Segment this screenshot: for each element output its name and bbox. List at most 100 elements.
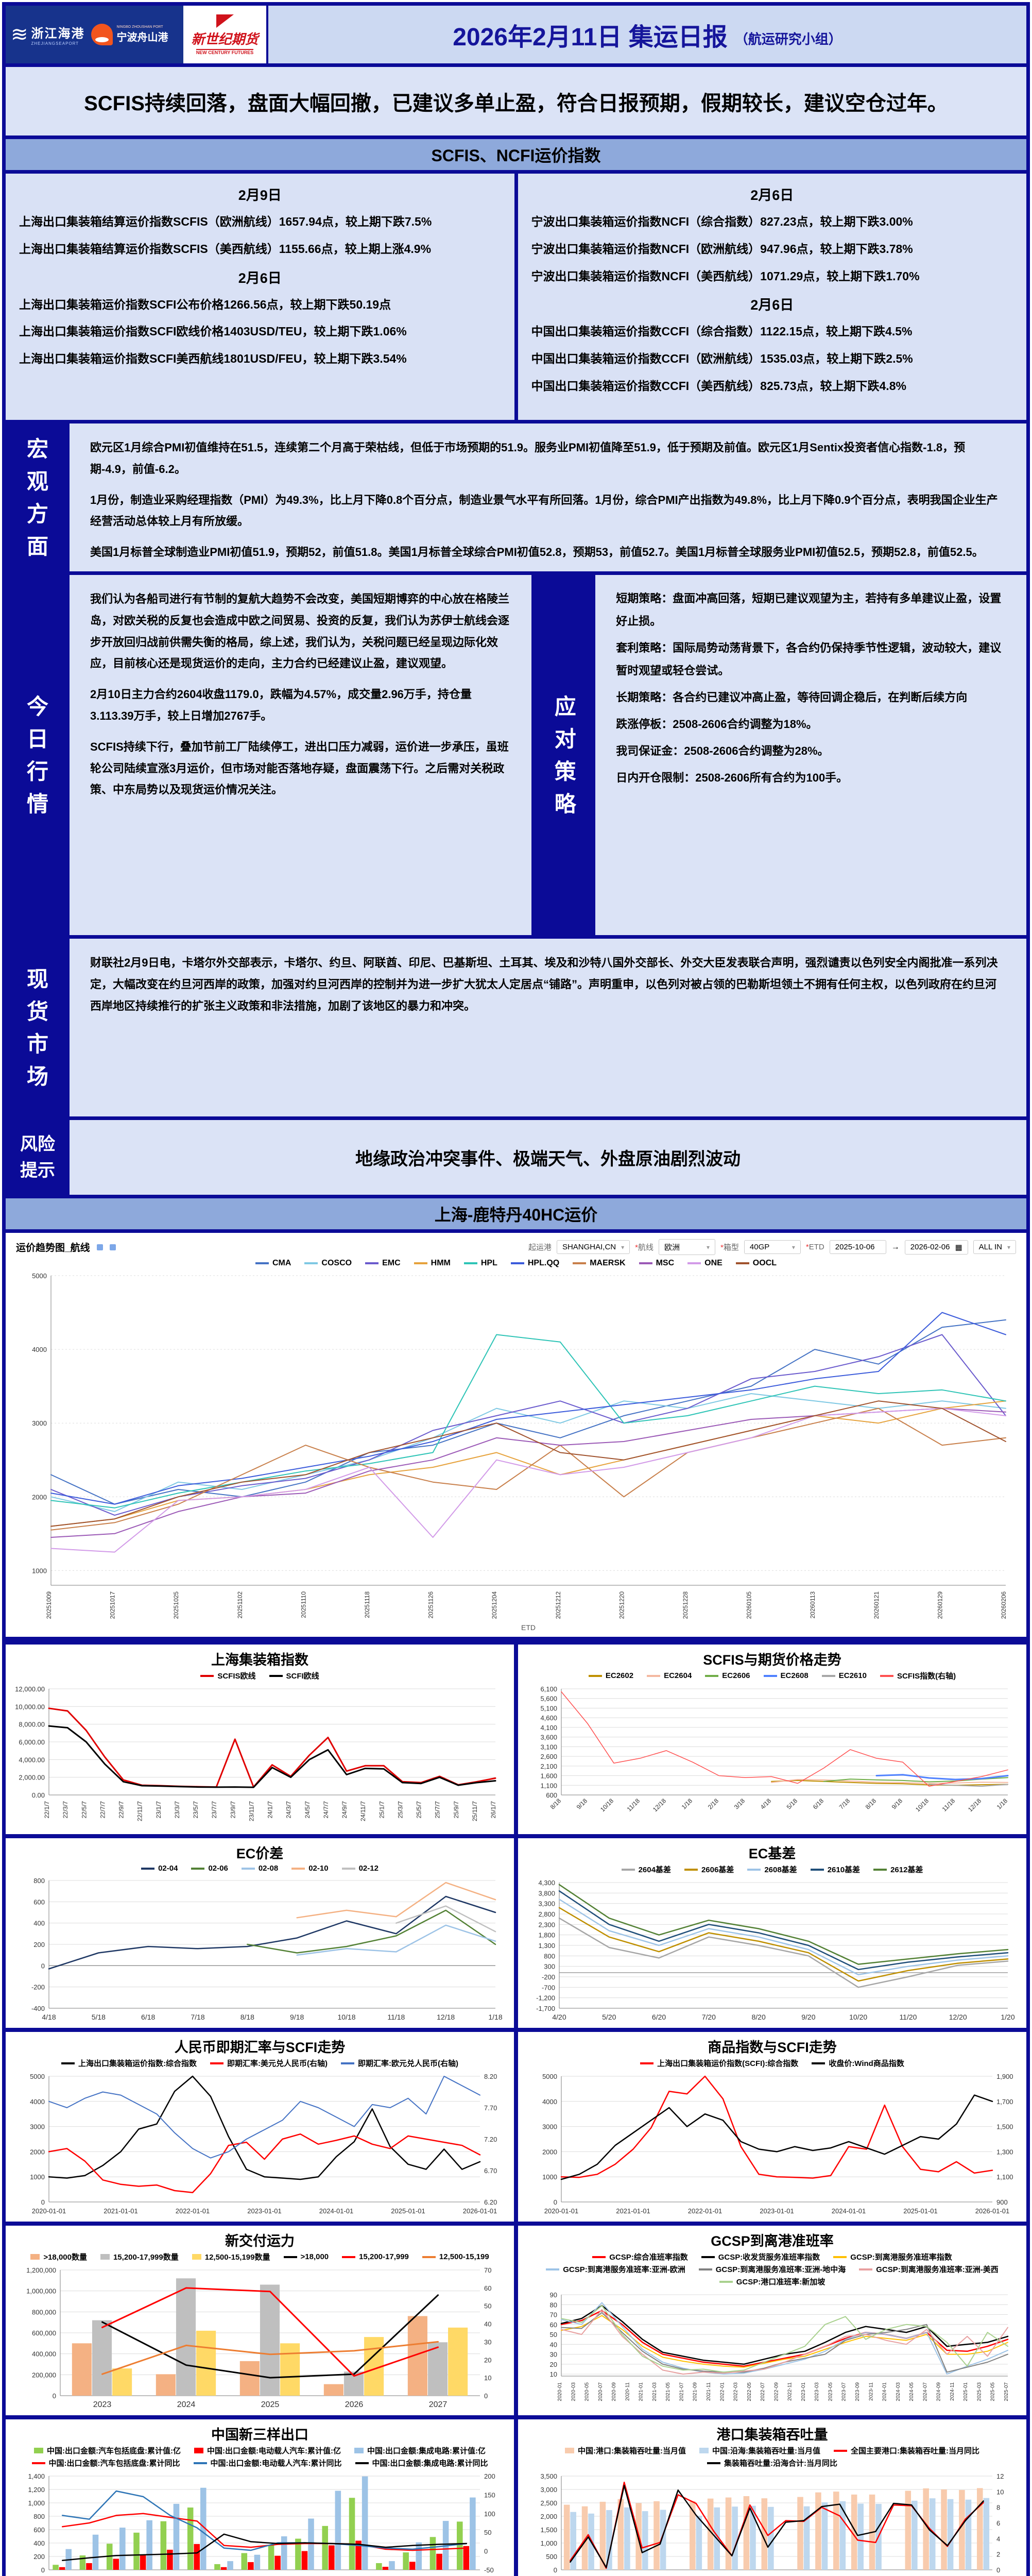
svg-text:22/11/7: 22/11/7 (136, 1801, 144, 1821)
chart-canvas: 600 1,100 1,600 2,100 2,600 3,100 3,600 4,100 4,… (540, 1685, 1009, 1813)
svg-text:2,600: 2,600 (540, 1753, 557, 1760)
svg-text:40: 40 (484, 2320, 491, 2328)
svg-text:10: 10 (484, 2374, 491, 2382)
chart-panel: 港口集装箱吞吐量 中国:港口:集装箱吞吐量:当月值 中国:沿海:集装箱吞吐量:当月值… (518, 2419, 1026, 2576)
svg-text:9/18: 9/18 (890, 1797, 904, 1811)
strategy-label: 应对策略 (531, 575, 596, 935)
svg-text:25/11/7: 25/11/7 (471, 1801, 478, 1821)
chart-panel: 商品指数与SCFI走势 上海出口集装箱运价指数(SCFI):综合指数 收盘价:Win… (518, 2032, 1026, 2222)
svg-text:2025-01: 2025-01 (963, 2382, 969, 2401)
container-type-label: 箱型 (723, 1243, 739, 1252)
svg-text:10/20: 10/20 (849, 2013, 867, 2021)
svg-text:200,000: 200,000 (32, 2371, 56, 2379)
chart-title: GCSP到离港准班率 (711, 2233, 834, 2249)
chart-legend: CMA COSCO EMC HMM HPL HPL.QQ MAERSK MSC ONE OOCL (13, 1257, 1019, 1269)
link-icon[interactable] (96, 1244, 103, 1250)
legend-swatch (621, 1868, 635, 1871)
legend-item: GCSP:综合准班率指数 (592, 2251, 688, 2262)
chart-canvas: 0 1000 2000 3000 4000 5000 6.20 6.70 7.20 7.70 8.2… (30, 2073, 497, 2215)
svg-text:6/20: 6/20 (652, 2013, 666, 2021)
etd-to-input[interactable]: 2026-02-06 ▦ (904, 1240, 968, 1255)
svg-text:0: 0 (554, 2566, 557, 2574)
legend-item: 即期汇率:欧元兑人民币(右轴) (341, 2058, 458, 2069)
legend-item: HPL (463, 1259, 497, 1268)
legend-swatch (61, 2062, 75, 2064)
svg-text:24/7/7: 24/7/7 (322, 1801, 330, 1819)
svg-text:6,000.00: 6,000.00 (19, 1738, 45, 1746)
svg-text:2024-05: 2024-05 (909, 2382, 915, 2401)
svg-text:10/18: 10/18 (599, 1797, 615, 1813)
legend-item: 12,500-15,199 (422, 2252, 489, 2261)
chart-legend: 中国:港口:集装箱吞吐量:当月值 中国:沿海:集装箱吞吐量:当月值 全国主要港口:集… (523, 2444, 1021, 2470)
svg-text:7/20: 7/20 (702, 2013, 716, 2021)
svg-text:1,300: 1,300 (538, 1942, 555, 1950)
legend-item: 中国:港口:集装箱吞吐量:当月值 (565, 2445, 686, 2456)
svg-text:2023: 2023 (93, 2400, 112, 2409)
svg-text:6/18: 6/18 (812, 1797, 825, 1811)
index-line: 宁波出口集装箱运价指数NCFI（综合指数）827.23点，较上期下跌3.00% (531, 215, 913, 228)
daily-headline: SCFIS持续回落，盘面大幅回撤，已建议多单止盈，符合日报预期，假期较长，建议空… (6, 63, 1026, 135)
svg-text:2,500: 2,500 (540, 2499, 557, 2507)
svg-text:0: 0 (554, 2198, 557, 2206)
svg-text:20251118: 20251118 (364, 1591, 371, 1618)
svg-text:150: 150 (484, 2491, 495, 2499)
svg-text:-1,700: -1,700 (536, 2005, 555, 2012)
svg-text:2023-01-01: 2023-01-01 (247, 2207, 282, 2215)
svg-text:900: 900 (996, 2198, 1008, 2206)
container-type-select[interactable]: 40GP ▾ (744, 1240, 801, 1254)
etd-from-input[interactable]: 2025-10-06 (829, 1240, 886, 1254)
copy-icon[interactable] (109, 1244, 116, 1250)
legend-swatch (573, 1262, 587, 1264)
paragraph: SCFIS持续下行，叠加节前工厂陆续停工，进出口压力减弱，运价进一步承压，虽班轮… (90, 740, 509, 796)
svg-text:10: 10 (996, 2488, 1004, 2496)
svg-text:3,500: 3,500 (540, 2472, 557, 2480)
svg-text:4/18: 4/18 (759, 1797, 773, 1811)
legend-swatch (546, 2268, 560, 2270)
origin-port-select[interactable]: SHANGHAI,CN ▾ (556, 1240, 630, 1254)
report-subtitle: （航运研究小组） (734, 31, 842, 47)
legend-swatch (701, 2256, 715, 2258)
legend-item: GCSP:到离港服务准班率指数 (833, 2251, 952, 2262)
allin-select[interactable]: ALL IN ▾ (973, 1240, 1016, 1254)
legend-item: 中国:沿海:集装箱吞吐量:当月值 (699, 2445, 820, 2456)
legend-swatch (193, 2462, 207, 2464)
legend-item: >18,000数量 (30, 2251, 87, 2262)
svg-text:7/18: 7/18 (838, 1797, 852, 1811)
legend-item: CMA (255, 1259, 291, 1268)
legend-item: 中国:出口金额:集成电路:累计值:亿 (354, 2445, 486, 2456)
svg-text:1000: 1000 (542, 2173, 557, 2181)
svg-text:2,100: 2,100 (540, 1762, 557, 1770)
svg-text:4000: 4000 (542, 2098, 557, 2106)
legend-swatch (810, 1868, 824, 1871)
svg-text:2024-09: 2024-09 (936, 2382, 942, 2401)
legend-swatch (735, 1262, 749, 1264)
legend-item: 全国主要港口:集装箱吞吐量:当月同比 (834, 2445, 979, 2456)
freight-trend-chart-panel: 运价趋势图_航线 起运港 SHANGHAI,CN ▾ *航线 欧洲 ▾ *箱型 40… (6, 1233, 1026, 1637)
chart-legend: 上海出口集装箱运价指数(SCFI):综合指数 收盘价:Wind商品指数 (523, 2056, 1021, 2070)
svg-text:24/1/7: 24/1/7 (267, 1801, 274, 1819)
svg-text:2025: 2025 (261, 2400, 280, 2409)
svg-text:4: 4 (996, 2535, 1000, 2543)
svg-text:7.20: 7.20 (484, 2136, 497, 2143)
svg-text:2021-11: 2021-11 (706, 2382, 712, 2401)
svg-text:2023-05: 2023-05 (828, 2382, 833, 2401)
legend-item: >18,000 (283, 2252, 329, 2261)
svg-text:20251220: 20251220 (618, 1591, 625, 1619)
today-strategy-section: 今日行情 我们认为各船司进行有节制的复航大趋势不会改变，美国短期博弈的中心放在格… (6, 571, 1026, 935)
svg-text:1,000: 1,000 (28, 2499, 45, 2507)
svg-text:40: 40 (550, 2341, 557, 2348)
svg-text:11/18: 11/18 (941, 1797, 957, 1813)
svg-text:2020-01-01: 2020-01-01 (544, 2207, 579, 2215)
svg-text:9/18: 9/18 (290, 2013, 304, 2021)
index-line: 中国出口集装箱运价指数CCFI（欧洲航线）1535.03点，较上期下跌2.5% (531, 352, 913, 366)
legend-swatch (241, 1867, 255, 1870)
svg-text:6.20: 6.20 (484, 2198, 497, 2206)
svg-text:6: 6 (996, 2519, 1000, 2527)
svg-text:8,000.00: 8,000.00 (19, 1721, 45, 1728)
today-market-label: 今日行情 (6, 575, 70, 935)
svg-text:22/3/7: 22/3/7 (62, 1801, 69, 1819)
route-select[interactable]: 欧洲 ▾ (659, 1239, 716, 1255)
legend-item: ONE (687, 1259, 723, 1268)
legend-swatch (873, 1868, 887, 1871)
